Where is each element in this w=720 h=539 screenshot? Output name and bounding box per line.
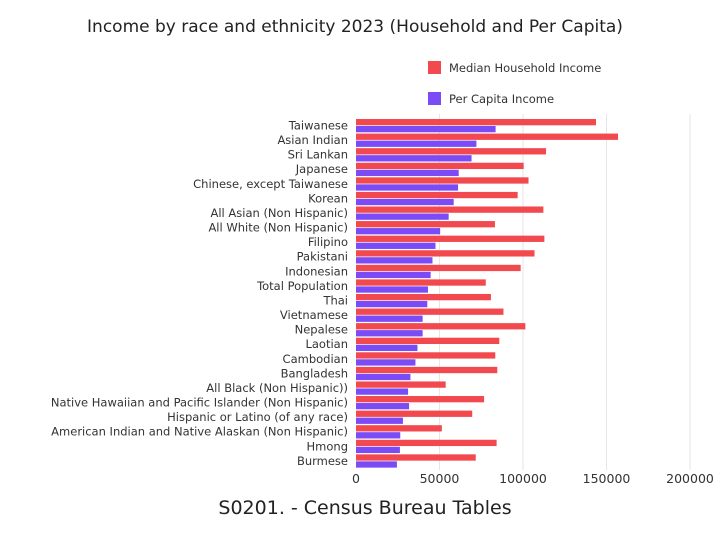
category-label: All Black (Non Hispanic)): [206, 381, 348, 395]
category-label: Japanese: [295, 162, 348, 176]
category-label: Taiwanese: [288, 119, 348, 133]
category-label: Filipino: [308, 235, 348, 249]
category-label: Thai: [322, 293, 348, 307]
bar-household: [356, 162, 524, 170]
category-label: Asian Indian: [277, 133, 348, 147]
x-tick-label: 50000: [420, 471, 460, 486]
bar-household: [356, 337, 500, 344]
bar-household: [356, 308, 504, 315]
bar-household: [356, 293, 491, 301]
x-tick-label: 100000: [499, 471, 547, 486]
bar-per-capita: [356, 403, 410, 410]
bar-per-capita: [356, 373, 411, 381]
x-axis-label: S0201. - Census Bureau Tables: [218, 497, 511, 519]
bar-per-capita: [356, 315, 423, 322]
category-label: Nepalese: [295, 323, 348, 337]
bar-per-capita: [356, 461, 397, 468]
bar-household: [356, 439, 497, 447]
x-tick-label: 200000: [666, 471, 714, 486]
bar-household: [356, 177, 529, 184]
bar-household: [356, 119, 596, 126]
x-tick-label: 150000: [583, 471, 631, 486]
bar-household: [356, 381, 446, 388]
bar-household: [356, 323, 526, 330]
bar-household: [356, 425, 442, 432]
bar-per-capita: [356, 300, 428, 308]
bar-household: [356, 279, 486, 286]
category-label: Hmong: [307, 439, 348, 453]
bar-household: [356, 133, 619, 140]
bar-per-capita: [356, 169, 459, 177]
bar-household: [356, 352, 496, 359]
category-label: Sri Lankan: [288, 148, 348, 162]
bar-household: [356, 191, 518, 199]
category-label: Korean: [308, 191, 348, 205]
bar-household: [356, 206, 544, 213]
bar-per-capita: [356, 432, 401, 439]
category-label: Pakistani: [297, 250, 348, 264]
category-label: Cambodian: [283, 352, 348, 366]
category-label: Bangladesh: [281, 366, 348, 380]
bar-household: [356, 148, 547, 155]
category-label: All Asian (Non Hispanic): [210, 206, 348, 220]
bar-per-capita: [356, 198, 454, 206]
category-label: Hispanic or Latino (of any race): [167, 410, 348, 424]
legend-swatch-household: [428, 61, 441, 74]
bar-per-capita: [356, 140, 477, 147]
bar-per-capita: [356, 213, 449, 220]
bar-per-capita: [356, 330, 423, 337]
category-label: Burmese: [297, 454, 348, 468]
bar-household: [356, 410, 473, 417]
legend-swatch-per-capita: [428, 92, 441, 105]
bar-household: [356, 264, 521, 272]
category-label: Indonesian: [285, 264, 348, 278]
legend-label-household: Median Household Income: [449, 61, 601, 75]
bar-per-capita: [356, 184, 459, 191]
bar-household: [356, 366, 498, 374]
category-label: Chinese, except Taiwanese: [193, 177, 348, 191]
bar-per-capita: [356, 446, 400, 454]
legend: Median Household Income Per Capita Incom…: [428, 61, 601, 106]
bar-per-capita: [356, 388, 409, 395]
bar-per-capita: [356, 359, 416, 366]
bar-per-capita: [356, 286, 428, 293]
bar-household: [356, 454, 476, 461]
category-label: Native Hawaiian and Pacific Islander (No…: [51, 396, 348, 410]
bar-household: [356, 250, 535, 257]
category-label: All White (Non Hispanic): [208, 221, 348, 235]
bar-per-capita: [356, 271, 431, 279]
bar-per-capita: [356, 155, 472, 162]
bar-per-capita: [356, 228, 441, 235]
legend-label-per-capita: Per Capita Income: [449, 92, 554, 106]
bar-per-capita: [356, 242, 436, 249]
category-label: Vietnamese: [280, 308, 348, 322]
x-tick-label: 0: [352, 471, 360, 486]
category-label: Total Population: [256, 279, 348, 293]
bar-per-capita: [356, 344, 418, 351]
bar-household: [356, 235, 545, 242]
bar-household: [356, 396, 485, 403]
bar-per-capita: [356, 257, 433, 264]
category-label: American Indian and Native Alaskan (Non …: [51, 425, 348, 439]
bar-per-capita: [356, 126, 496, 133]
bar-household: [356, 221, 495, 228]
category-label: Laotian: [305, 337, 348, 351]
bar-per-capita: [356, 417, 403, 424]
chart-title: Income by race and ethnicity 2023 (House…: [87, 17, 623, 37]
